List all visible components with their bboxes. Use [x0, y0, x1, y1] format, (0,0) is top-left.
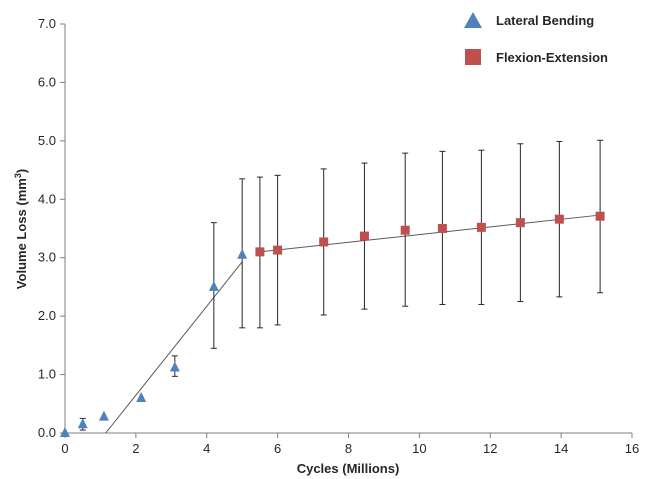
y-tick-label: 7.0: [38, 16, 56, 31]
y-axis-title-main: Volume Loss (mm: [14, 178, 29, 289]
x-tick-label: 8: [345, 441, 352, 456]
x-tick-label: 12: [483, 441, 497, 456]
y-tick-label: 1.0: [38, 367, 56, 382]
legend-item-lateral-bending: Lateral Bending: [464, 12, 594, 28]
x-tick-label: 4: [203, 441, 210, 456]
data-point-triangle: [60, 427, 70, 437]
x-tick-label: 10: [412, 441, 426, 456]
data-point-square: [359, 231, 369, 241]
data-point-triangle: [77, 418, 88, 429]
y-axis-title-close: ): [14, 169, 29, 173]
legend-label-flexion-extension: Flexion-Extension: [496, 50, 608, 65]
y-axis-title: Volume Loss (mm3): [13, 169, 29, 289]
data-point-triangle: [169, 361, 180, 372]
data-point-square: [273, 245, 283, 255]
y-tick-label: 4.0: [38, 191, 56, 206]
data-point-triangle: [237, 248, 248, 259]
legend-triangle-marker: [464, 12, 482, 28]
x-tick-label: 14: [554, 441, 568, 456]
trendline-1: [259, 214, 601, 253]
data-point-square: [554, 214, 564, 224]
data-point-triangle: [98, 410, 109, 421]
legend-square-marker: [465, 49, 481, 65]
data-point-square: [319, 237, 329, 247]
y-tick-label: 6.0: [38, 74, 56, 89]
y-tick-label: 0.0: [38, 425, 56, 440]
legend-item-flexion-extension: Flexion-Extension: [465, 49, 608, 65]
legend: Lateral Bending Flexion-Extension: [464, 12, 608, 65]
data-points: [60, 211, 605, 437]
y-tick-label: 3.0: [38, 250, 56, 265]
legend-label-lateral-bending: Lateral Bending: [496, 13, 594, 28]
data-point-square: [400, 225, 410, 235]
data-point-square: [515, 218, 525, 228]
x-tick-label: 2: [132, 441, 139, 456]
data-point-triangle: [136, 391, 147, 402]
data-point-square: [595, 211, 605, 221]
error-bars: [79, 139, 604, 431]
y-tick-label: 5.0: [38, 133, 56, 148]
data-point-square: [476, 222, 486, 232]
trendline-0: [105, 261, 243, 434]
y-tick-label: 2.0: [38, 308, 56, 323]
x-axis-title: Cycles (Millions): [297, 461, 400, 476]
x-tick-label: 6: [274, 441, 281, 456]
y-axis-title-superscript: 3: [13, 173, 23, 178]
x-tick-label: 0: [61, 441, 68, 456]
data-point-triangle: [208, 280, 219, 291]
data-point-square: [255, 247, 265, 257]
trendlines: [105, 214, 601, 434]
x-tick-label: 16: [625, 441, 639, 456]
axes: [60, 23, 633, 438]
tick-labels: 0.0 1.0 2.0 3.0 4.0 5.0 6.0 7.0 0 2 4 6 8 10 12 14 16: [38, 16, 639, 456]
data-point-square: [437, 224, 447, 233]
